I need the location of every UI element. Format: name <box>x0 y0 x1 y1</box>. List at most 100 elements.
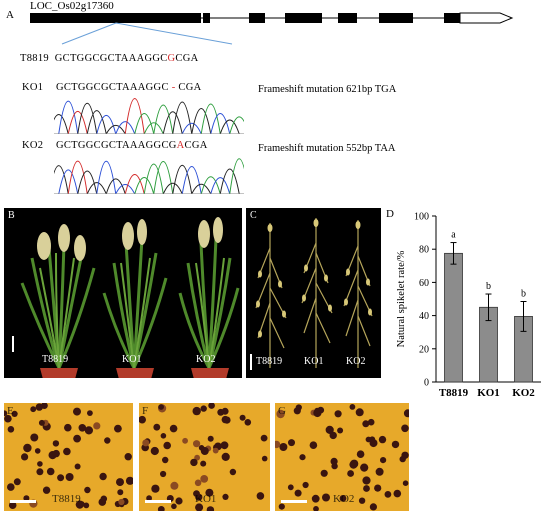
pollen-grain <box>116 478 124 487</box>
pollen-grain <box>212 447 219 454</box>
pollen-grain <box>329 431 337 440</box>
bar-T8819 <box>444 252 463 383</box>
panel-letter-d: D <box>386 208 394 220</box>
trace-peak-G <box>105 178 126 194</box>
pollen-grain <box>200 447 209 455</box>
trace-peak-C <box>210 177 231 194</box>
pollen-grain <box>208 403 215 409</box>
ko1-seq-prefix: GCTGGCGCTAAAGGC <box>56 82 169 93</box>
pollen-label-ko2: KO2 <box>333 493 355 505</box>
ko1-seq-suffix: CGA <box>178 82 202 93</box>
spikelet-rate-bar-chart: 0 20 40 60 80 100 Natural spikelet rate/% a T881… <box>396 212 541 399</box>
pollen-grain <box>160 470 167 478</box>
trace-peak-C <box>58 100 79 134</box>
y-tick-label: 100 <box>414 212 429 223</box>
pollen-grain <box>157 506 165 511</box>
plant-ko2 <box>178 217 240 378</box>
pollen-grain <box>34 448 41 454</box>
pollen-grains-t8819 <box>4 403 133 509</box>
pollen-grain <box>93 422 101 430</box>
pollen-grain <box>380 457 387 464</box>
panicles-illustration <box>250 218 373 370</box>
trace-peak-A <box>134 112 155 134</box>
y-tick-label: 40 <box>419 311 429 322</box>
trace-peak-G <box>162 111 183 134</box>
pollen-grain <box>150 446 159 456</box>
pollen-grain <box>299 454 306 461</box>
pollen-grain <box>362 420 370 428</box>
trace-peak-A <box>153 104 174 134</box>
pollen-grain <box>4 410 8 416</box>
pollen-grain <box>114 424 122 433</box>
ko2-chromatogram <box>54 158 244 194</box>
significance-label-T8819: a <box>451 230 456 241</box>
pollen-grain <box>151 484 160 493</box>
plant-ko1 <box>102 219 168 378</box>
pollen-grain <box>36 468 44 476</box>
gene-exon-2 <box>203 13 210 23</box>
pollen-grain <box>311 494 320 503</box>
gene-label: LOC_Os02g17360 <box>30 0 114 12</box>
pollen-grain <box>320 469 328 477</box>
trace-peak-C <box>96 160 117 194</box>
trace-peak-C <box>96 114 117 134</box>
trace-peak-C <box>58 169 79 194</box>
pollen-grain <box>78 501 85 508</box>
panel-letter-a: A <box>6 9 14 21</box>
pollen-grain <box>403 409 409 418</box>
pollen-grain <box>146 495 152 502</box>
pollen-grain <box>57 474 65 482</box>
pollen-grain <box>367 418 375 426</box>
pollen-grain <box>73 407 81 416</box>
trace-peak-G <box>77 102 98 134</box>
pollen-grain <box>170 481 179 490</box>
pollen-grain <box>339 495 347 502</box>
ko2-seq-highlight: A <box>176 140 185 151</box>
pollen-grain <box>100 495 108 503</box>
pollen-grain <box>239 414 246 421</box>
pollen-grain <box>84 426 93 435</box>
pollen-grain <box>194 479 202 487</box>
ko2-mutation-text: Frameshift mutation 552bp TAA <box>258 143 396 154</box>
pollen-grain <box>7 483 15 491</box>
pollen-grain <box>52 440 60 447</box>
trace-peak-G <box>191 183 212 194</box>
ko1-label: KO1 <box>22 82 44 93</box>
pollen-grain <box>363 485 370 492</box>
pollen-grain <box>358 497 366 504</box>
pollen-grain <box>182 437 188 444</box>
pollen-grain <box>193 440 201 448</box>
pollen-grain <box>313 506 319 511</box>
panicle-label-ko2: KO2 <box>346 356 366 367</box>
y-tick-label: 20 <box>419 344 429 355</box>
y-tick-label: 0 <box>424 378 429 389</box>
panel-g-pollen-photo: G KO2 <box>275 403 409 511</box>
pollen-grain <box>275 440 281 449</box>
pollen-grain <box>65 473 74 481</box>
ko2-seq-prefix: GCTGGCGCTAAAGGCG <box>56 140 177 151</box>
pollen-grain <box>63 447 71 456</box>
pollen-grain <box>401 424 409 433</box>
pollen-grain <box>322 493 330 502</box>
pollen-grain <box>142 439 150 447</box>
pollen-grain <box>42 486 51 494</box>
pollen-grain <box>217 408 225 416</box>
pollen-grain <box>369 503 377 511</box>
plant-label-t8819: T8819 <box>42 354 69 365</box>
pollen-grain <box>160 433 167 439</box>
pollen-grain <box>158 404 164 410</box>
pollen-grain <box>169 424 178 433</box>
panel-e-pollen-photo: E T8819 <box>4 403 133 511</box>
trace-peak-C <box>115 184 136 194</box>
trace-peak-C <box>115 121 136 134</box>
trace-peak-T <box>124 174 145 194</box>
gene-exon-6 <box>379 13 413 23</box>
trace-peak-A <box>229 158 244 194</box>
ko1-seq-highlight: - <box>171 82 176 93</box>
ko1-mutation-text: Frameshift mutation 621bp TGA <box>258 84 397 95</box>
ko1-chromatogram <box>54 98 244 134</box>
x-category-label-T8819: T8819 <box>439 387 469 399</box>
pollen-grain <box>325 425 334 434</box>
pollen-grain <box>171 503 177 510</box>
significance-label-KO1: b <box>486 281 491 292</box>
